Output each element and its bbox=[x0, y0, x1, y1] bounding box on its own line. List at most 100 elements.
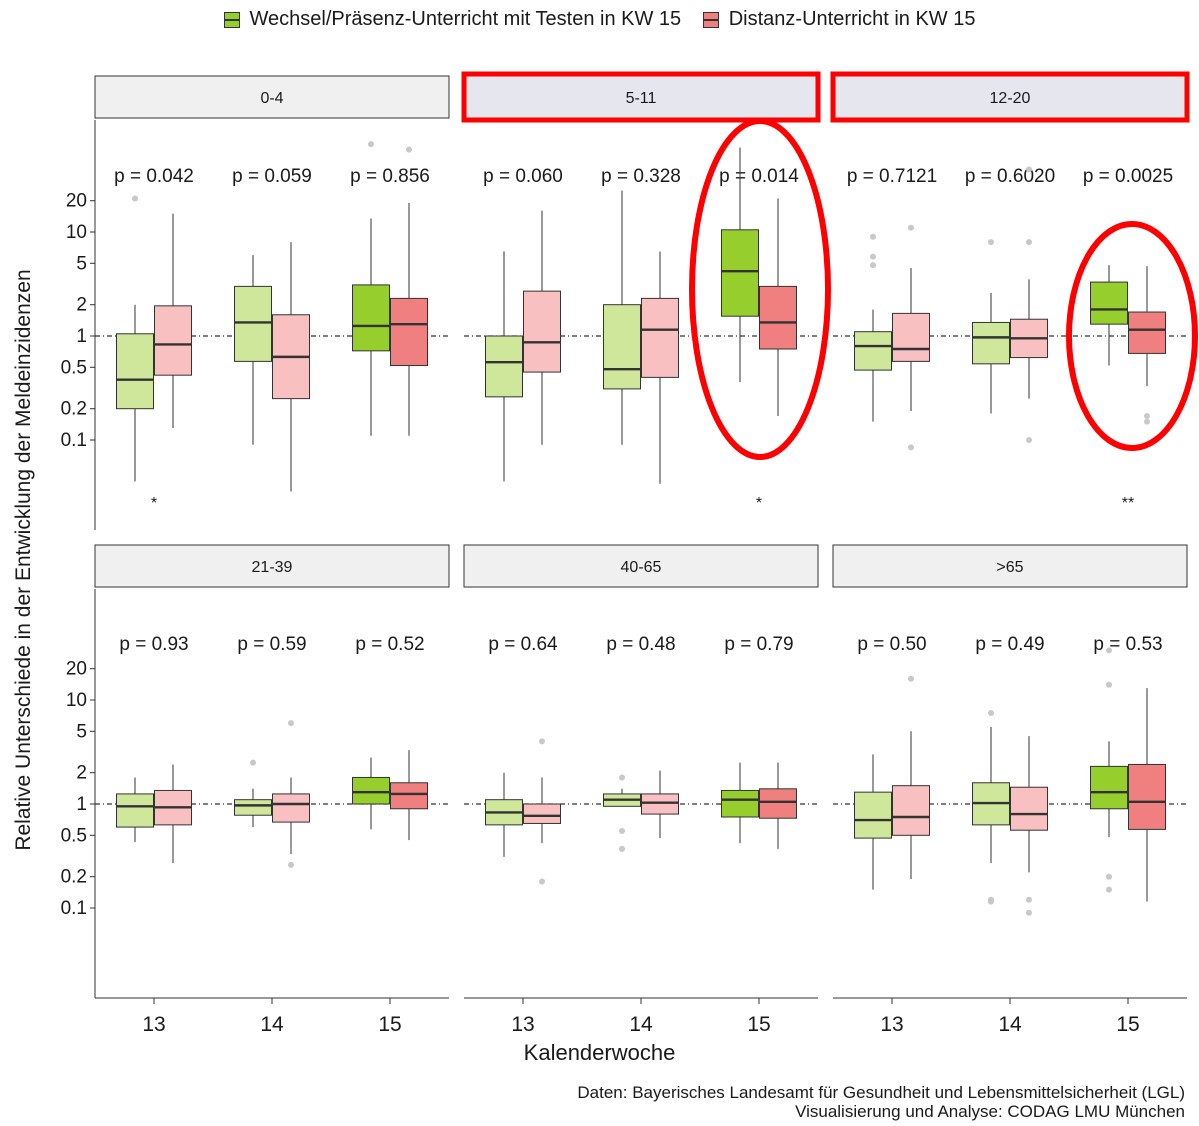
p-value-label: p = 0.856 bbox=[350, 166, 430, 187]
x-tick-label: 14 bbox=[998, 1013, 1022, 1036]
outlier-point bbox=[870, 233, 876, 240]
facet-strip bbox=[832, 544, 1188, 588]
box-green-week-15 bbox=[352, 284, 390, 352]
outlier-point bbox=[870, 262, 876, 269]
box-green-week-14 bbox=[234, 799, 272, 816]
y-tick-label: 0.5 bbox=[61, 825, 87, 846]
y-tick-label: 1 bbox=[76, 794, 87, 815]
box-red-week-14 bbox=[1010, 786, 1048, 831]
callout-ellipse bbox=[689, 118, 831, 460]
panel-21-39: 21-39 0.1 0.2 0.5 1 2 5 10 20 13 14 15 p = 0.93 p = 0… bbox=[61, 544, 450, 1036]
legend-label-red: Distanz-Unterricht in KW 15 bbox=[728, 8, 976, 30]
x-axis-label: Kalenderwoche bbox=[523, 1040, 676, 1065]
outlier-point bbox=[619, 828, 625, 835]
legend-item-green: Wechsel/Präsenz-Unterricht mit Testen in… bbox=[223, 8, 682, 31]
callout-ellipse bbox=[1066, 221, 1198, 451]
box-red-week-13 bbox=[892, 785, 930, 836]
box-red-week-14 bbox=[641, 297, 679, 378]
y-tick-label: 10 bbox=[66, 690, 87, 711]
y-tick-label: 5 bbox=[76, 253, 87, 274]
outlier-point bbox=[908, 224, 914, 231]
legend-label-green: Wechsel/Präsenz-Unterricht mit Testen in… bbox=[249, 8, 682, 30]
caption-analysis: Visualisierung und Analyse: CODAG LMU Mü… bbox=[795, 1102, 1185, 1121]
significance-marker: * bbox=[756, 495, 762, 512]
significance-marker: * bbox=[151, 495, 157, 512]
outlier-point bbox=[1144, 413, 1150, 420]
box-red-week-13 bbox=[523, 803, 561, 824]
legend-key-green bbox=[223, 11, 240, 28]
outlier-point bbox=[250, 759, 256, 766]
box-green-week-14 bbox=[972, 321, 1010, 365]
outlier-point bbox=[368, 141, 374, 148]
box-green-week-13 bbox=[854, 331, 892, 371]
outlier-point bbox=[1106, 647, 1112, 654]
y-tick-label: 0.2 bbox=[61, 399, 87, 420]
box-green-week-13 bbox=[854, 791, 892, 839]
x-tick-label: 14 bbox=[629, 1013, 653, 1036]
box-green-week-15 bbox=[721, 789, 759, 818]
x-tick-label: 13 bbox=[880, 1013, 903, 1036]
outlier-point bbox=[1106, 886, 1112, 893]
outlier-point bbox=[406, 146, 412, 153]
box-red-week-15 bbox=[759, 788, 797, 819]
y-tick-label: 20 bbox=[66, 659, 87, 680]
outlier-point bbox=[988, 709, 994, 716]
box-green-week-15 bbox=[1090, 765, 1128, 810]
outlier-point bbox=[619, 845, 625, 852]
box-red-week-15 bbox=[390, 297, 428, 367]
y-tick-label: 0.2 bbox=[61, 867, 87, 888]
box-red-week-15 bbox=[390, 782, 428, 810]
facet-strip bbox=[463, 544, 819, 588]
facet-strip-label: 12-20 bbox=[990, 90, 1031, 107]
legend: Wechsel/Präsenz-Unterricht mit Testen in… bbox=[0, 8, 1199, 34]
y-tick-label: 2 bbox=[76, 763, 87, 784]
outlier-point bbox=[539, 878, 545, 885]
x-tick-label: 13 bbox=[142, 1013, 165, 1036]
box-green-week-14 bbox=[603, 304, 641, 390]
y-tick-label: 0.5 bbox=[61, 357, 87, 378]
box-red-week-13 bbox=[154, 305, 192, 376]
strip-highlight-frame bbox=[461, 71, 821, 123]
caption: Daten: Bayerisches Landesamt für Gesundh… bbox=[577, 1083, 1185, 1121]
p-value-label: p = 0.042 bbox=[114, 166, 194, 187]
y-tick-label: 0.1 bbox=[61, 430, 87, 451]
y-tick-label: 2 bbox=[76, 295, 87, 316]
x-tick-label: 15 bbox=[747, 1013, 770, 1036]
outlier-point bbox=[870, 253, 876, 260]
p-value-label: p = 0.50 bbox=[857, 634, 926, 655]
box-red-week-14 bbox=[641, 793, 679, 815]
p-value-label: p = 0.6020 bbox=[965, 166, 1055, 187]
x-tick-label: 13 bbox=[511, 1013, 534, 1036]
outlier-point bbox=[1026, 909, 1032, 916]
box-red-week-15 bbox=[1128, 763, 1166, 830]
facet-strip bbox=[94, 75, 450, 119]
outlier-point bbox=[908, 675, 914, 682]
outlier-point bbox=[1026, 437, 1032, 443]
box-green-week-15 bbox=[1090, 281, 1128, 325]
y-tick-label: 10 bbox=[66, 222, 87, 243]
p-value-label: p = 0.060 bbox=[483, 166, 563, 187]
outlier-point bbox=[988, 239, 994, 246]
p-value-label: p = 0.53 bbox=[1093, 634, 1162, 655]
p-value-label: p = 0.059 bbox=[232, 166, 312, 187]
outlier-point bbox=[1106, 873, 1112, 880]
p-value-label: p = 0.52 bbox=[355, 634, 424, 655]
y-tick-label: 1 bbox=[76, 326, 87, 347]
outlier-point bbox=[288, 861, 294, 868]
panel-40-65: 40-65 13 14 15 p = 0.64 p = 0.48 p = 0.79 bbox=[463, 544, 819, 1036]
facet-strip-label: >65 bbox=[996, 559, 1023, 576]
box-green-week-14 bbox=[234, 285, 272, 362]
box-red-week-13 bbox=[892, 312, 930, 362]
panel-0-4: 0-4 0.1 0.2 0.5 1 2 5 10 20 p = 0.042 p = 0.059 p =… bbox=[61, 75, 450, 530]
box-red-week-14 bbox=[272, 793, 310, 823]
outlier-point bbox=[988, 896, 994, 903]
y-axis-label: Relative Unterschiede in der Entwicklung… bbox=[12, 269, 35, 851]
legend-item-red: Distanz-Unterricht in KW 15 bbox=[702, 8, 976, 31]
p-value-label: p = 0.79 bbox=[724, 634, 793, 655]
facet-strip-label: 5-11 bbox=[626, 90, 657, 107]
box-green-week-13 bbox=[485, 335, 523, 398]
p-value-label: p = 0.59 bbox=[237, 634, 306, 655]
box-green-week-15 bbox=[352, 776, 390, 805]
box-green-week-15 bbox=[721, 229, 759, 317]
